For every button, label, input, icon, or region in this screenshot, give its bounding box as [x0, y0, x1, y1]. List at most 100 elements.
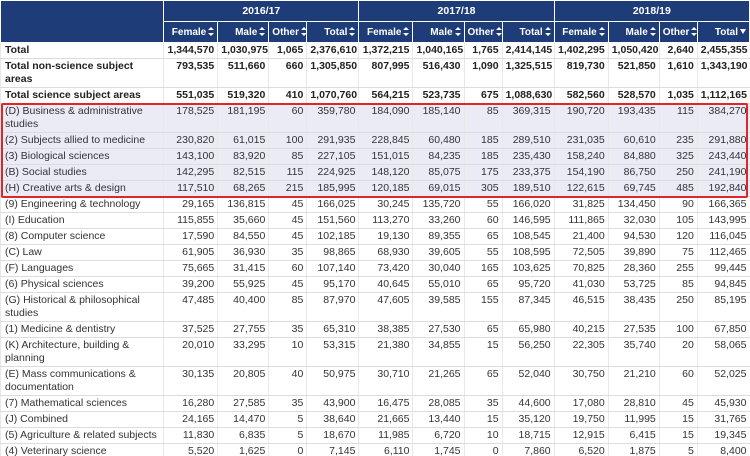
- cell-value: 45: [268, 228, 307, 245]
- cell-value: 15: [658, 411, 698, 428]
- cell-value: 12,915: [553, 427, 609, 444]
- cell-value: 2,455,355: [696, 42, 750, 59]
- table-row: (7) Mathematical sciences 16,280 27,585 35 4…: [0, 395, 750, 412]
- row-label: (K) Architecture, building & planning: [0, 337, 164, 367]
- column-header[interactable]: Female: [553, 21, 609, 43]
- cell-value: 819,730: [553, 58, 609, 88]
- row-label: (C) Law: [0, 244, 164, 261]
- cell-value: 184,090: [358, 103, 413, 133]
- sort-icon: [208, 26, 215, 36]
- column-header[interactable]: Male: [412, 21, 465, 43]
- cell-value: 65: [463, 366, 503, 396]
- cell-value: 65: [463, 321, 503, 338]
- row-label: Total science subject areas: [0, 87, 164, 104]
- cell-value: 65: [463, 228, 503, 245]
- sort-icon: [403, 26, 410, 36]
- cell-value: 16,475: [358, 395, 413, 412]
- cell-value: 1,070,760: [306, 87, 359, 104]
- cell-value: 33,260: [412, 212, 465, 229]
- column-header-label: Female: [367, 26, 402, 38]
- cell-value: 146,595: [501, 212, 555, 229]
- row-label: (D) Business & administrative studies: [0, 103, 164, 133]
- column-header[interactable]: Other: [658, 21, 698, 43]
- cell-value: 65,980: [501, 321, 555, 338]
- cell-value: 189,510: [501, 180, 555, 197]
- cell-value: 0: [463, 443, 503, 456]
- sort-icon: [544, 26, 551, 36]
- cell-value: 27,585: [217, 395, 269, 412]
- cell-value: 166,025: [306, 196, 359, 213]
- column-header[interactable]: Other: [268, 21, 308, 43]
- cell-value: 1,065: [268, 42, 307, 59]
- cell-value: 115,855: [163, 212, 218, 229]
- cell-value: 120: [658, 228, 698, 245]
- cell-value: 660: [268, 58, 307, 88]
- table-row: Total science subject areas 551,035 519,32…: [0, 87, 750, 104]
- cell-value: 21,380: [358, 337, 413, 367]
- row-label: (3) Biological sciences: [0, 148, 164, 165]
- cell-value: 67,850: [696, 321, 750, 338]
- cell-value: 243,440: [696, 148, 750, 165]
- column-header[interactable]: Other: [463, 21, 503, 43]
- column-header[interactable]: Total: [501, 21, 555, 43]
- row-label: (9) Engineering & technology: [0, 196, 164, 213]
- cell-value: 0: [268, 443, 307, 456]
- cell-value: 31,825: [553, 196, 609, 213]
- cell-value: 45: [658, 395, 698, 412]
- cell-value: 369,315: [501, 103, 555, 133]
- column-header[interactable]: Total: [306, 21, 360, 43]
- cell-value: 95,170: [306, 276, 359, 293]
- cell-value: 289,510: [501, 132, 555, 149]
- cell-value: 8,400: [696, 443, 750, 456]
- column-header[interactable]: Female: [163, 21, 219, 43]
- column-header-label: Other: [272, 26, 299, 38]
- cell-value: 28,085: [412, 395, 465, 412]
- cell-value: 15: [463, 411, 503, 428]
- cell-value: 231,035: [553, 132, 609, 149]
- row-label: (8) Computer science: [0, 228, 164, 245]
- cell-value: 53,315: [306, 337, 359, 367]
- cell-value: 20,010: [163, 337, 218, 367]
- column-header[interactable]: Male: [217, 21, 270, 43]
- cell-value: 38,640: [306, 411, 359, 428]
- cell-value: 807,995: [358, 58, 413, 88]
- row-label: (7) Mathematical sciences: [0, 395, 164, 412]
- cell-value: 15: [463, 337, 503, 367]
- cell-value: 31,415: [217, 260, 269, 277]
- cell-value: 98,865: [306, 244, 359, 261]
- cell-value: 38,385: [358, 321, 413, 338]
- cell-value: 29,165: [163, 196, 218, 213]
- cell-value: 1,030,975: [217, 42, 269, 59]
- cell-value: 35: [268, 321, 307, 338]
- cell-value: 11,830: [163, 427, 218, 444]
- row-label: (F) Languages: [0, 260, 164, 277]
- cell-value: 45: [268, 276, 307, 293]
- cell-value: 551,035: [163, 87, 218, 104]
- cell-value: 19,130: [358, 228, 413, 245]
- column-header[interactable]: Female: [358, 21, 414, 43]
- cell-value: 20: [658, 337, 698, 367]
- column-header[interactable]: Total: [696, 21, 750, 43]
- cell-value: 60,480: [412, 132, 465, 149]
- header-row: 2016/17 2017/18 2018/19: [0, 0, 750, 43]
- sort-icon: [691, 26, 698, 36]
- cell-value: 7,860: [501, 443, 555, 456]
- cell-value: 166,365: [696, 196, 750, 213]
- cell-value: 1,050,420: [607, 42, 660, 59]
- cell-value: 37,525: [163, 321, 218, 338]
- cell-value: 44,600: [501, 395, 555, 412]
- cell-value: 143,100: [163, 148, 218, 165]
- cell-value: 135,720: [412, 196, 465, 213]
- cell-value: 95,720: [501, 276, 555, 293]
- cell-value: 85: [658, 276, 698, 293]
- cell-value: 10: [463, 427, 503, 444]
- cell-value: 111,865: [553, 212, 609, 229]
- cell-value: 1,040,165: [412, 42, 465, 59]
- cell-value: 84,235: [412, 148, 465, 165]
- cell-value: 83,920: [217, 148, 269, 165]
- year-header: 2017/18: [358, 0, 555, 22]
- cell-value: 230,820: [163, 132, 218, 149]
- row-label: (1) Medicine & dentistry: [0, 321, 164, 338]
- column-header[interactable]: Male: [607, 21, 660, 43]
- cell-value: 72,505: [553, 244, 609, 261]
